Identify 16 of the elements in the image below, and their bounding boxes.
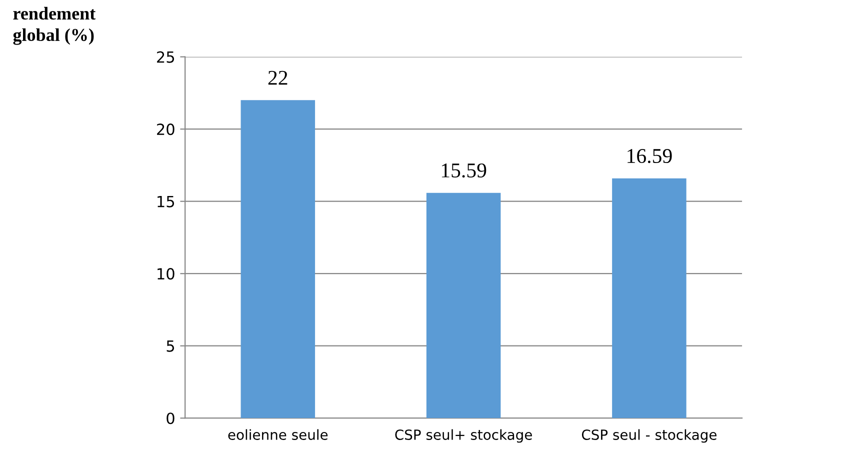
x-tick-label: CSP seul - stockage (582, 429, 716, 443)
bar (612, 178, 686, 418)
y-axis-title: rendement global (%) (13, 6, 96, 45)
data-label: 22 (268, 70, 288, 85)
y-tick-label: 10 (158, 268, 174, 280)
x-tick-label: CSP seul+ stockage (395, 429, 532, 443)
bar (426, 192, 501, 418)
data-label: 15.59 (442, 163, 486, 178)
data-label: 16.59 (628, 149, 672, 164)
y-tick-label: 20 (157, 124, 174, 136)
x-tick-label: eolienne seule (228, 429, 328, 440)
y-tick-label: 25 (157, 51, 174, 63)
y-tick-label: 5 (166, 340, 174, 352)
y-tick-label: 15 (158, 196, 174, 208)
bar (240, 100, 316, 418)
y-tick-label: 0 (166, 412, 174, 424)
